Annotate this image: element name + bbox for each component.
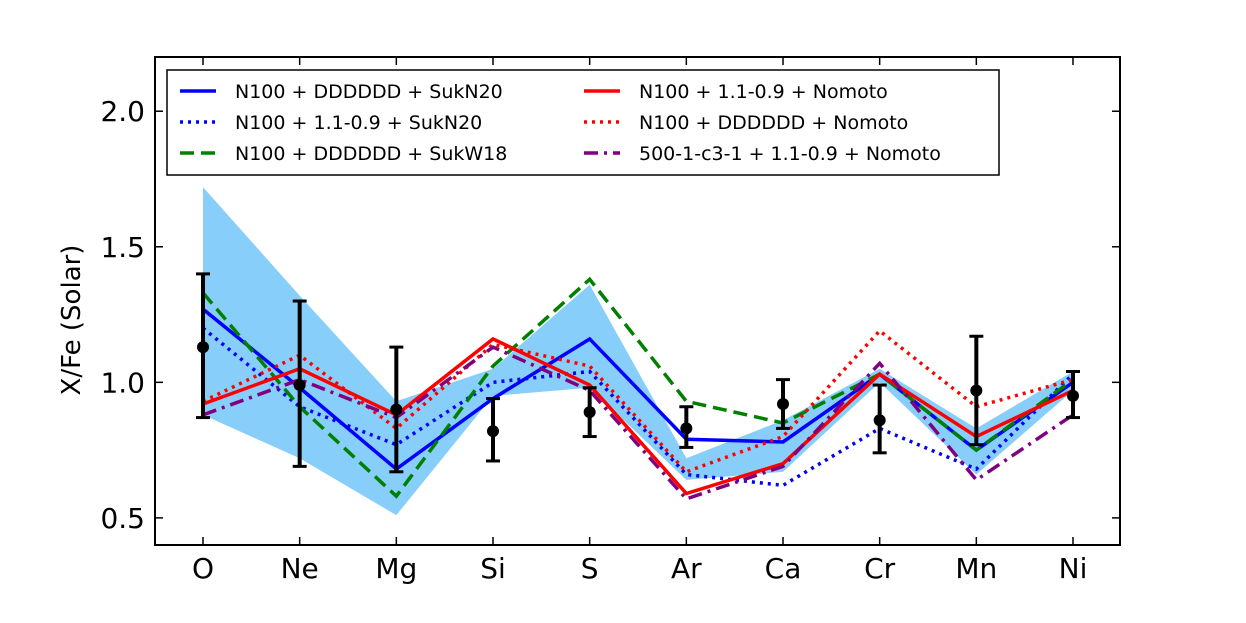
series-lines (201, 276, 1075, 501)
x-tick-label: Cr (864, 552, 896, 585)
legend-label-1: N100 + DDDDDD + SukN20 (235, 81, 503, 103)
x-tick-label: Ni (1059, 552, 1088, 585)
data-point (1067, 389, 1079, 402)
y-tick-label: 2.0 (100, 95, 145, 128)
x-tick-label: Si (480, 552, 506, 585)
x-tick-label: Mn (955, 552, 997, 585)
data-point (487, 425, 499, 438)
series-line-5 (202, 328, 1074, 474)
axes: O Ne Mg Si S Ar Ca Cr Mn Ni 0.5 1.0 1.5 2.0 (100, 57, 1120, 585)
legend-box (166, 69, 1000, 176)
data-point (873, 414, 886, 427)
x-tick-label: Mg (375, 552, 417, 585)
y-axis-label: X/Fe (Solar) (57, 245, 87, 396)
y-tick-label: 1.0 (100, 366, 145, 399)
data-point (390, 403, 403, 416)
plot-frame (154, 56, 1121, 546)
data-point (197, 341, 209, 354)
y-tick-label: 0.5 (100, 502, 145, 535)
series-line-3 (201, 276, 1075, 499)
x-tick-label: Ar (671, 552, 702, 585)
data-point (777, 398, 789, 411)
series-line-4 (202, 336, 1074, 496)
legend: N100 + DDDDDD + SukN20 N100 + 1.1-0.9 + S… (166, 69, 1000, 176)
x-tick-label: S (581, 552, 599, 585)
series-line-6 (202, 345, 1074, 501)
x-tick-label: O (192, 552, 214, 585)
observations (196, 272, 1080, 474)
legend-label-6: 500-1-c3-1 + 1.1-0.9 + Nomoto (639, 143, 941, 165)
data-point (680, 422, 693, 435)
band-area (203, 187, 1073, 516)
legend-label-4: N100 + 1.1-0.9 + Nomoto (639, 81, 888, 103)
x-tick-label: Ca (765, 552, 802, 585)
series-line-2 (201, 326, 1075, 488)
data-point (970, 384, 983, 397)
x-tick-label: Ne (281, 552, 319, 585)
legend-label-3: N100 + DDDDDD + SukW18 (235, 143, 507, 165)
y-tick-label: 1.5 (100, 231, 145, 264)
legend-label-5: N100 + DDDDDD + Nomoto (639, 112, 908, 134)
data-point (583, 406, 596, 419)
legend-label-2: N100 + 1.1-0.9 + SukN20 (235, 112, 482, 134)
uncertainty-band (203, 187, 1073, 516)
data-point (293, 379, 306, 392)
